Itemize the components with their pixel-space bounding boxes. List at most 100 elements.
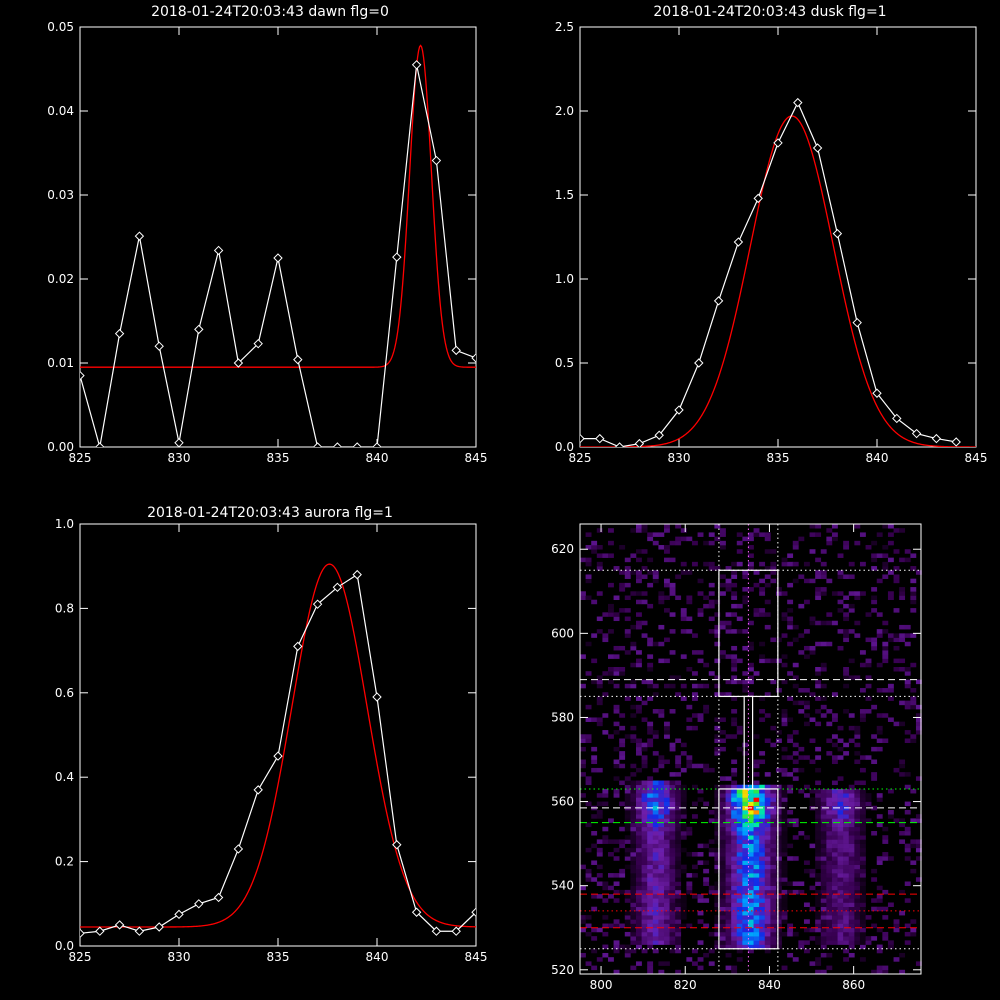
image-pixel (658, 894, 665, 899)
image-pixel (630, 965, 637, 971)
image-pixel (803, 561, 810, 567)
image-pixel (753, 923, 760, 929)
image-pixel (596, 679, 603, 685)
image-pixel (854, 847, 861, 853)
image-pixel (753, 831, 760, 836)
image-pixel (781, 898, 788, 903)
image-pixel (725, 801, 732, 807)
image-pixel (820, 940, 827, 945)
image-pixel (820, 683, 827, 689)
image-pixel (613, 730, 620, 735)
image-pixel (882, 629, 889, 634)
image-pixel (731, 780, 738, 786)
image-pixel (775, 843, 782, 849)
image-pixel (719, 805, 726, 811)
image-pixel (680, 629, 687, 634)
image-pixel (663, 906, 670, 912)
image-pixel (641, 793, 648, 798)
image-pixel (731, 654, 738, 659)
image-pixel (714, 906, 721, 912)
image-pixel (764, 881, 771, 886)
image-pixel (747, 666, 754, 672)
image-pixel (663, 852, 670, 857)
image-pixel (781, 793, 788, 798)
image-pixel (619, 868, 626, 874)
image-pixel (619, 671, 626, 676)
image-pixel (669, 831, 676, 836)
image-pixel (725, 868, 732, 874)
image-pixel (747, 864, 754, 870)
image-pixel (837, 553, 844, 558)
image-pixel (647, 826, 654, 832)
image-pixel (848, 797, 855, 802)
image-pixel (820, 902, 827, 908)
image-pixel (831, 713, 838, 718)
dusk-data-point (614, 442, 625, 447)
image-pixel (747, 641, 754, 647)
image-pixel (624, 582, 631, 588)
image-pixel (635, 797, 642, 802)
image-pixel (854, 864, 861, 870)
image-pixel (635, 923, 642, 929)
image-pixel (742, 847, 749, 853)
image-pixel (910, 700, 917, 706)
image-pixel (747, 906, 754, 912)
image-pixel (580, 885, 586, 891)
image-pixel (731, 612, 738, 617)
aurora-data-point (253, 785, 263, 795)
image-pixel (747, 847, 754, 853)
image-pixel (725, 965, 732, 971)
image-pixel (820, 561, 827, 567)
aurora-data-point (95, 926, 105, 936)
image-pixel (871, 608, 878, 613)
image-pixel (904, 881, 911, 886)
image-pixel (747, 536, 754, 542)
image-pixel (781, 709, 788, 714)
image-pixel (663, 524, 670, 529)
dusk-data-point (733, 237, 744, 247)
image-pixel (742, 936, 749, 941)
image-pixel (742, 574, 749, 579)
image-pixel (635, 578, 642, 584)
image-pixel (647, 780, 654, 786)
image-pixel (831, 717, 838, 722)
image-pixel (697, 852, 704, 857)
image-pixel (652, 919, 659, 924)
aurora-data-point (174, 909, 184, 920)
image-pixel (708, 629, 715, 634)
image-pixel (764, 818, 771, 823)
image-pixel (731, 826, 738, 832)
image-pixel (736, 948, 743, 954)
image-pixel (837, 927, 844, 933)
image-pixel (580, 763, 586, 769)
image-pixel (753, 898, 760, 903)
image-pixel (675, 814, 682, 819)
image-pixel (675, 595, 682, 601)
image-pixel (759, 881, 766, 886)
image-pixel (630, 797, 637, 802)
image-pixel (663, 721, 670, 727)
image-pixel (725, 629, 732, 634)
image-pixel (843, 940, 850, 945)
image-pixel (815, 961, 822, 966)
image-pixel (843, 788, 850, 794)
image-pixel (837, 591, 844, 596)
image-pixel (854, 725, 861, 731)
image-pixel (882, 658, 889, 664)
image-pixel (663, 725, 670, 731)
image-pixel (580, 683, 586, 689)
image-pixel (697, 658, 704, 664)
image-pixel (843, 852, 850, 857)
image-pixel (826, 805, 833, 811)
image-pixel (848, 675, 855, 680)
image-pixel (658, 532, 665, 537)
image-pixel (820, 906, 827, 912)
image-pixel (764, 797, 771, 802)
image-pixel (843, 633, 850, 638)
image-pixel (815, 881, 822, 886)
image-pixel (871, 599, 878, 605)
image-pixel (635, 524, 642, 529)
image-pixel (613, 793, 620, 798)
image-pixel (781, 902, 788, 908)
image-pixel (742, 852, 749, 857)
